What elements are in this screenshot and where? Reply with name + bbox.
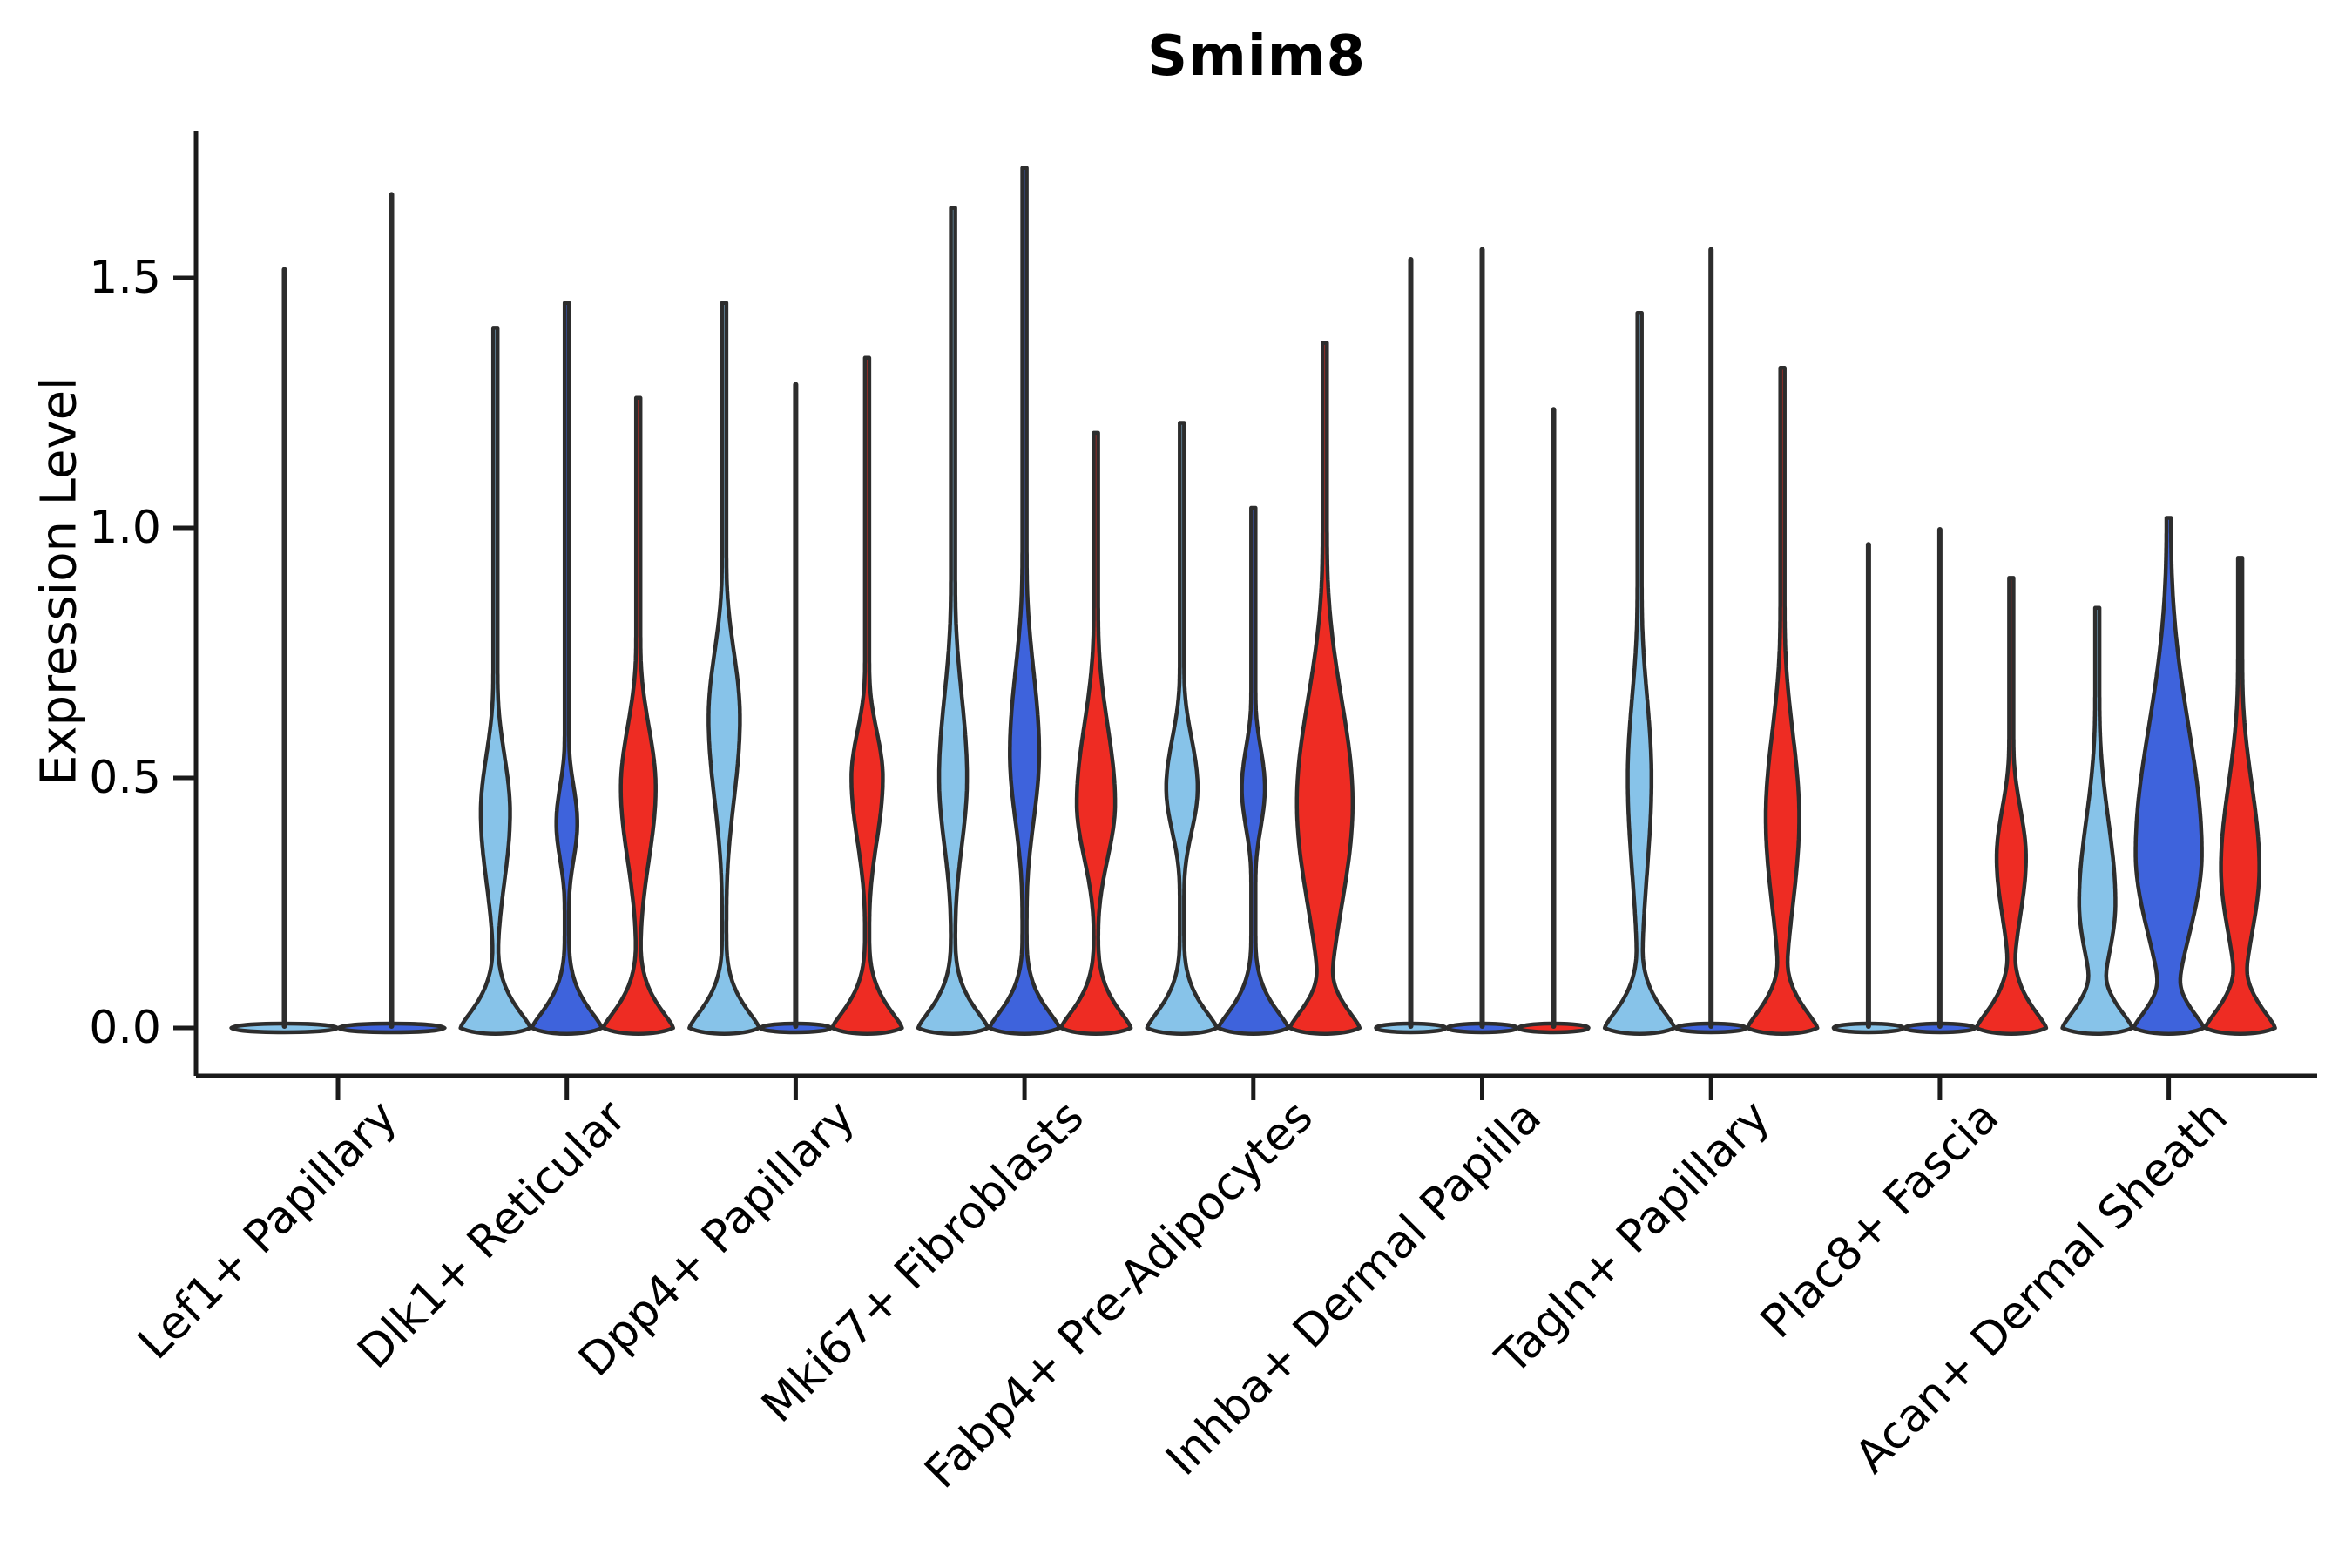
violin-1-skyblue [458,326,532,1036]
axis-spines [193,131,2317,1078]
violin-3-red [1058,430,1133,1036]
violin-8-royalblue [2132,516,2206,1036]
violin-6-red [1745,366,1820,1036]
y-tick-label: 0.0 [89,1002,161,1054]
violin-3-royalblue [987,166,1062,1036]
chart-title: Smim8 [1147,24,1366,89]
y-tick-label: 1.0 [89,502,161,554]
violin-6-skyblue [1602,310,1677,1036]
violin-8-red [2203,556,2277,1036]
violin-4-red [1288,341,1362,1036]
violin-3-skyblue [916,206,990,1036]
violin-4-royalblue [1216,505,1291,1036]
y-tick-label: 1.5 [89,252,161,304]
violin-4-skyblue [1145,421,1220,1036]
violin-1-royalblue [530,301,604,1036]
y-tick-label: 0.5 [89,752,161,804]
violin-2-skyblue [687,301,761,1036]
violin-2-red [830,355,904,1036]
violin-8-skyblue [2060,605,2134,1036]
violin-7-red [1974,576,2049,1036]
violin-1-red [601,395,675,1036]
